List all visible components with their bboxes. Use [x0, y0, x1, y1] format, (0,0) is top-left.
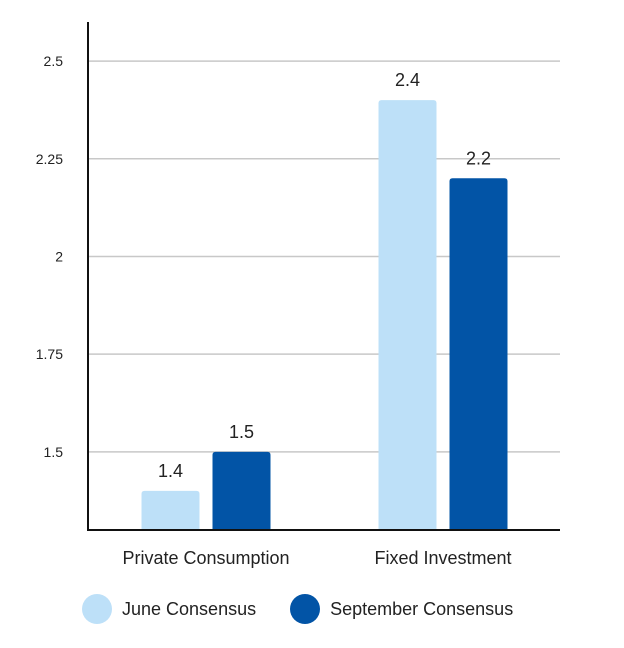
data-labels: 1.4 1.5 2.4 2.2: [158, 70, 491, 481]
bar-september-private-consumption: [212, 451, 271, 530]
data-label: 1.4: [158, 461, 183, 481]
y-tick-label: 2.5: [44, 53, 64, 69]
bar-september-fixed-investment: [449, 178, 508, 531]
category-label: Fixed Investment: [374, 548, 511, 568]
y-axis-ticks: 1.5 1.75 2 2.25 2.5: [36, 53, 63, 460]
y-tick-label: 2: [55, 248, 63, 264]
legend-item-june: June Consensus: [82, 594, 256, 624]
category-label: Private Consumption: [122, 548, 289, 568]
y-tick-label: 1.5: [44, 444, 64, 460]
y-tick-label: 1.75: [36, 346, 63, 362]
data-label: 2.4: [395, 70, 420, 90]
data-label: 2.2: [466, 148, 491, 168]
data-label: 1.5: [229, 422, 254, 442]
x-axis-categories: Private Consumption Fixed Investment: [122, 548, 511, 568]
bars: [141, 100, 508, 531]
bar-june-fixed-investment: [378, 100, 437, 531]
legend-label-june: June Consensus: [122, 598, 257, 619]
legend-swatch-september: [290, 594, 321, 624]
legend-swatch-june: [82, 594, 112, 624]
bar-june-private-consumption: [141, 490, 200, 530]
legend-label-september: September Consensus: [330, 598, 514, 619]
y-tick-label: 2.25: [36, 151, 63, 167]
legend-item-september: September Consensus: [290, 594, 513, 624]
legend: June Consensus September Consensus: [82, 594, 513, 624]
